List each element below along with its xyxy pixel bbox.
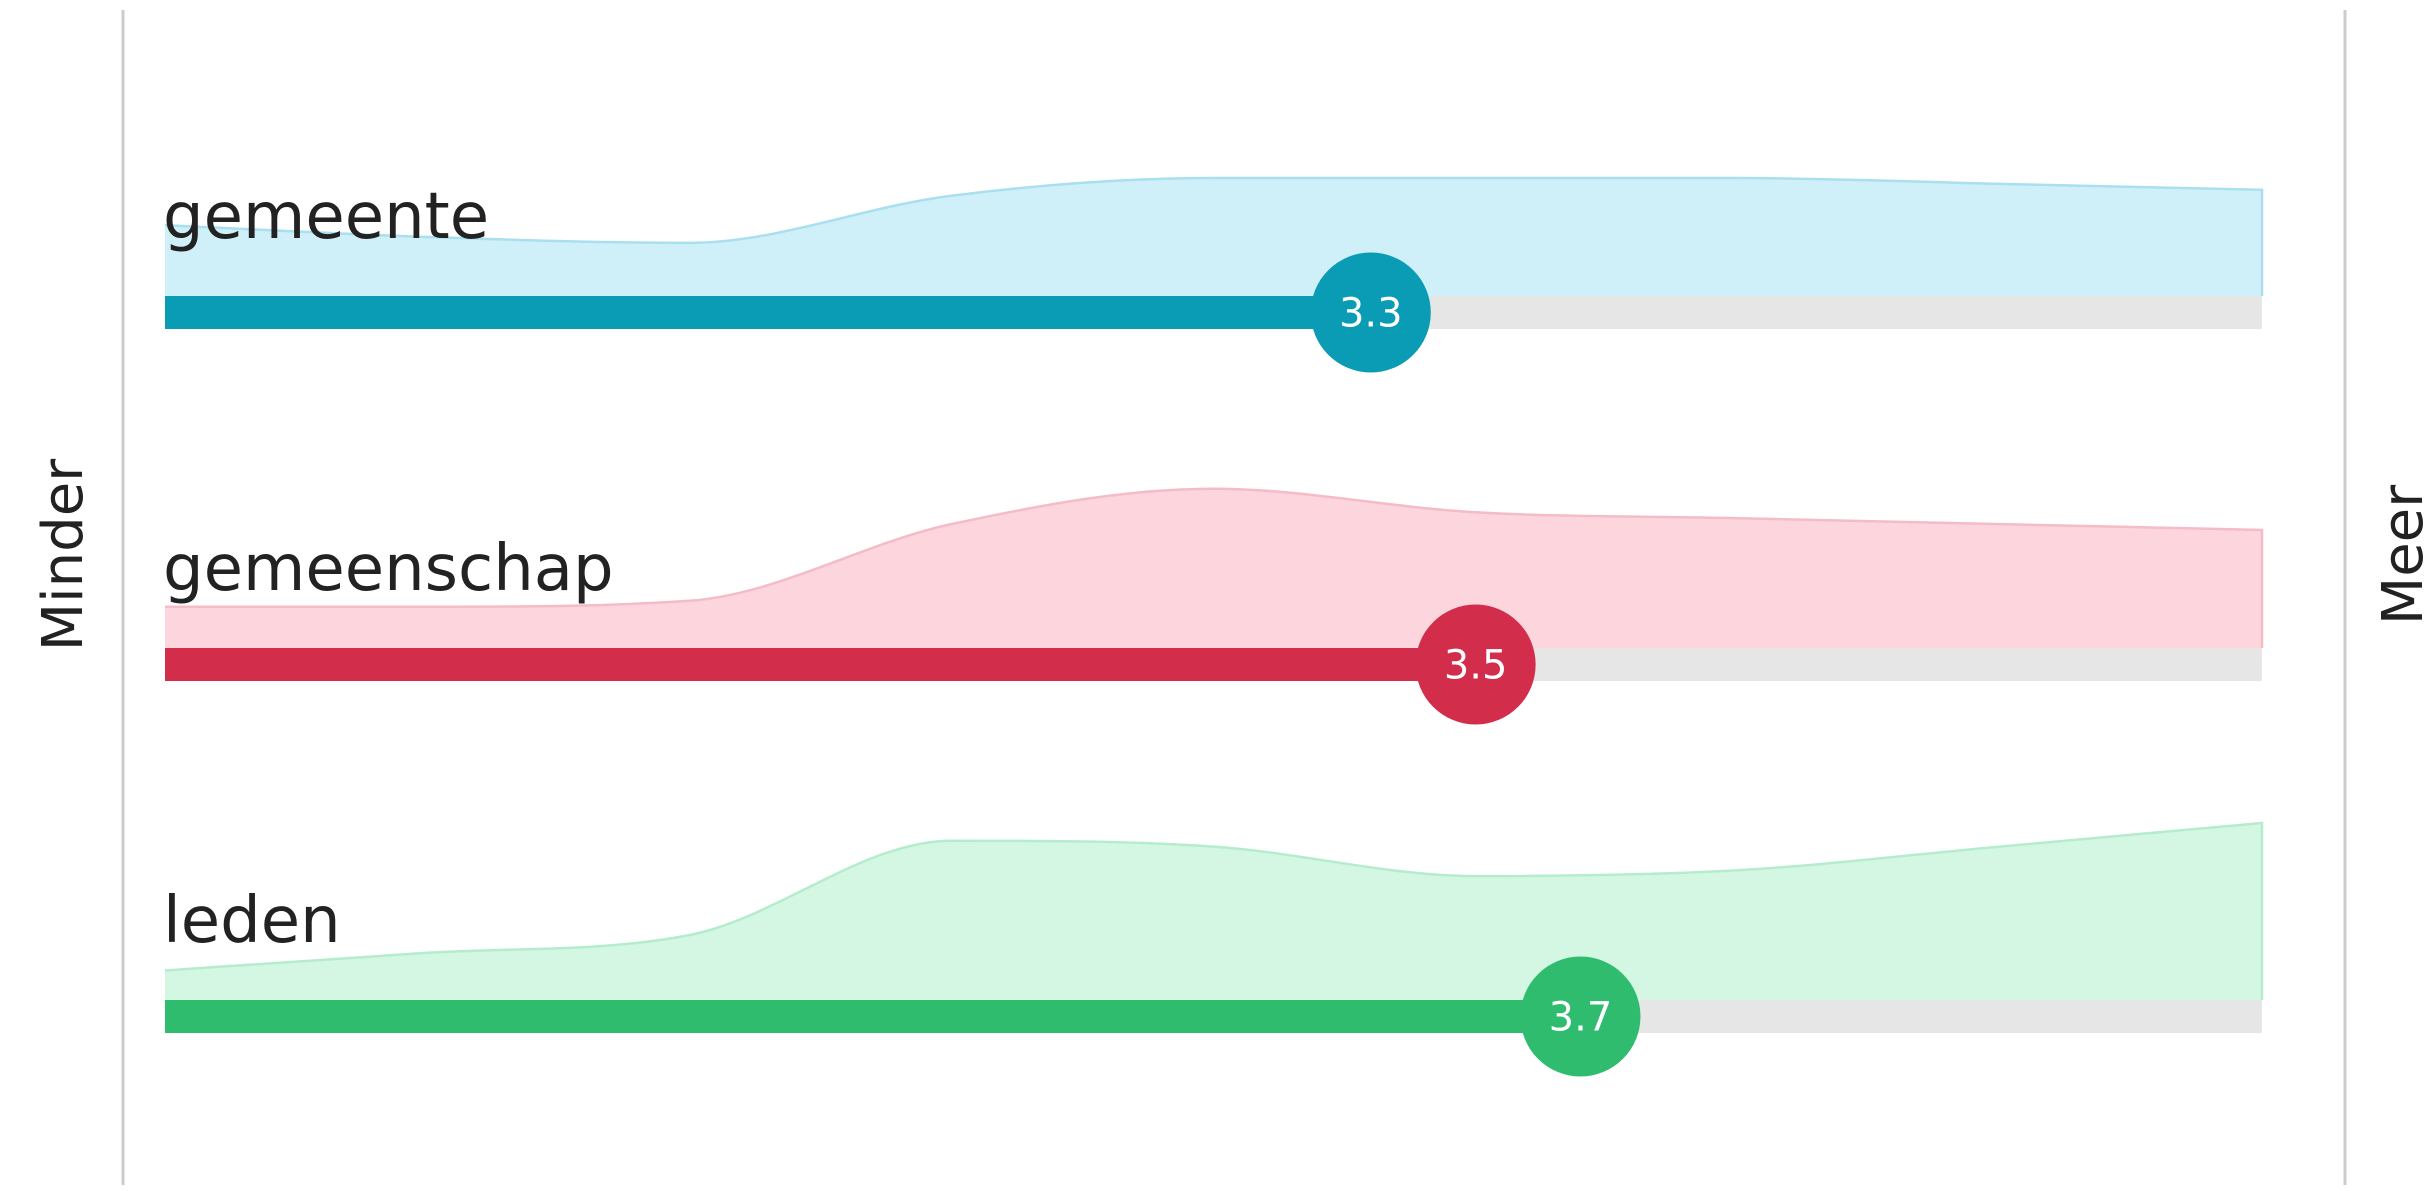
mean-label-leden: 3.7 (1549, 995, 1613, 1041)
mean-label-gemeente: 3.3 (1339, 291, 1403, 337)
density-outline-leden (164, 821, 2264, 1000)
ridge-row-gemeenschap: gemeenschap 3.5 (163, 487, 2264, 725)
row-label-gemeente: gemeente (163, 180, 489, 254)
row-label-gemeenschap: gemeenschap (163, 532, 614, 606)
density-area-gemeente (165, 178, 2262, 296)
mean-marker-leden (1520, 956, 1641, 1077)
left-side-label: Minder (31, 458, 96, 651)
mean-label-gemeenschap: 3.5 (1444, 643, 1508, 689)
value-bar-leden (165, 1000, 1581, 1033)
ridge-row-gemeente: gemeente 3.3 (163, 176, 2264, 373)
mean-marker-gemeenschap (1415, 604, 1536, 725)
density-outline-gemeente (164, 176, 2264, 296)
ridgeline-rows: gemeente 3.3 gemeenschap 3.5 leden 3.7 (163, 176, 2264, 1077)
row-label-leden: leden (163, 884, 341, 958)
ridge-row-leden: leden 3.7 (163, 821, 2264, 1077)
right-side-label: Meer (2371, 484, 2425, 625)
value-bar-gemeenschap (165, 648, 1476, 681)
mean-marker-gemeente (1310, 252, 1431, 373)
value-bar-gemeente (165, 296, 1371, 329)
density-outline-gemeenschap (165, 487, 2264, 648)
density-area-gemeenschap (165, 488, 2262, 648)
density-area-leden (165, 823, 2262, 1000)
